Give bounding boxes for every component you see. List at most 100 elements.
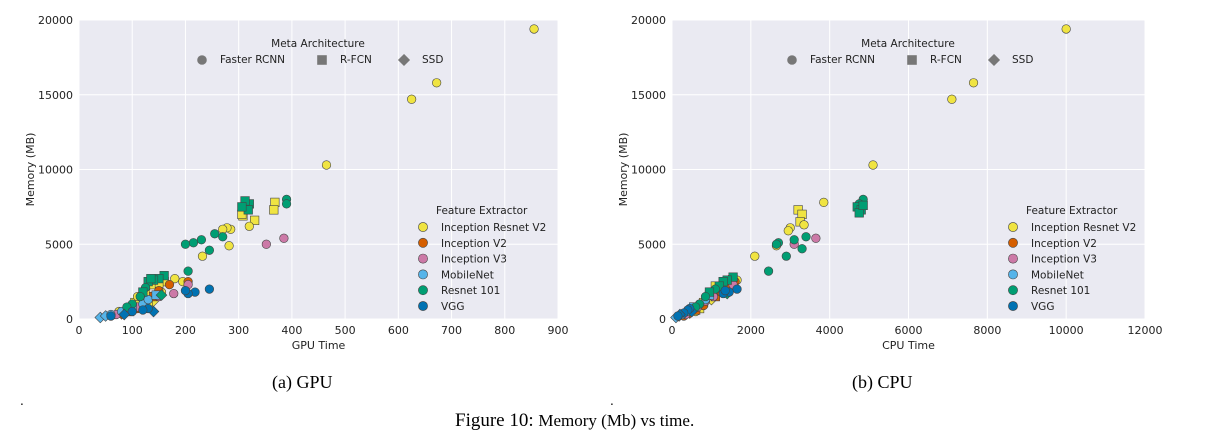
data-point <box>771 239 782 249</box>
legend-title: Meta Architecture <box>861 38 955 50</box>
legend-color-marker <box>1008 301 1018 311</box>
data-point <box>224 241 234 251</box>
legend-color-label: Resnet 101 <box>441 285 500 297</box>
x-tick-label: 500 <box>335 324 356 337</box>
x-tick-label: 4000 <box>816 324 844 337</box>
data-point <box>673 311 683 321</box>
y-tick-label: 5000 <box>45 238 73 251</box>
data-point <box>138 305 148 315</box>
data-point <box>281 199 292 209</box>
series-resnet-101 <box>122 194 292 312</box>
series-resnet-101 <box>691 194 868 312</box>
legend-color-label: Inception Resnet V2 <box>441 222 546 234</box>
legend-meta-architecture: Meta Architecture Faster RCNN R-FCN SSD <box>197 38 443 67</box>
legend-shape-label: R-FCN <box>340 54 372 66</box>
data-point <box>968 78 979 88</box>
y-tick-label: 15000 <box>38 89 73 102</box>
chart-cpu: 0 2000 4000 6000 8000 10000 12000 0 5000 10000 150… <box>617 14 1163 352</box>
data-point <box>118 308 131 321</box>
legend-shape-label: R-FCN <box>930 54 962 66</box>
legend-shape-square <box>317 55 327 65</box>
y-tick-label: 20000 <box>38 14 73 27</box>
legend-color-label: Inception V2 <box>1031 238 1097 250</box>
data-point <box>700 291 711 302</box>
legend-shape-label: Faster RCNN <box>810 54 875 66</box>
legend-shape-label: SSD <box>422 54 443 66</box>
data-point <box>135 291 145 302</box>
legend-title: Meta Architecture <box>271 38 365 50</box>
data-point <box>732 284 742 294</box>
x-tick-label: 100 <box>122 324 143 337</box>
data-point <box>180 285 191 296</box>
stray-dot-left: . <box>20 394 24 408</box>
y-axis-label: Memory (MB) <box>24 133 37 207</box>
data-point <box>127 306 137 317</box>
legend-color-label: Inception V3 <box>441 254 507 266</box>
legend-title: Feature Extractor <box>436 205 528 217</box>
data-point <box>783 226 793 236</box>
data-point <box>529 24 539 34</box>
legend-color-label: Inception V2 <box>441 238 507 250</box>
x-axis-label: CPU Time <box>882 339 935 352</box>
legend-color-marker <box>1008 237 1018 248</box>
data-point <box>218 232 228 242</box>
legend-color-marker <box>1008 253 1018 264</box>
legend-color-marker <box>1008 269 1018 280</box>
figure-caption: Figure 10: Memory (Mb) vs time. <box>455 410 694 432</box>
panel-caption-gpu: (a) GPU <box>272 372 333 392</box>
y-tick-label: 0 <box>66 313 73 326</box>
x-tick-label: 900 <box>548 324 569 337</box>
data-point <box>868 160 878 170</box>
y-tick-label: 20000 <box>631 14 666 27</box>
data-point <box>789 235 799 245</box>
data-point <box>819 197 829 207</box>
data-point <box>811 233 821 243</box>
data-point <box>858 200 868 210</box>
legend-feature-extractor: Feature Extractor Inception Resnet V2 Ince… <box>418 205 546 313</box>
legend-color-label: VGG <box>441 301 464 313</box>
y-tick-label: 15000 <box>631 89 666 102</box>
data-point <box>210 229 220 239</box>
x-tick-label: 8000 <box>973 324 1001 337</box>
x-tick-label: 400 <box>281 324 302 337</box>
x-tick-label: 6000 <box>895 324 923 337</box>
x-tick-label: 2000 <box>737 324 765 337</box>
legend-shape-circle <box>787 55 797 65</box>
data-point <box>204 284 214 294</box>
data-point <box>947 94 957 104</box>
data-point <box>146 274 156 284</box>
legend-meta-architecture: Meta Architecture Faster RCNN R-FCN SSD <box>787 38 1033 67</box>
x-tick-label: 800 <box>494 324 515 337</box>
y-tick-label: 0 <box>659 313 666 326</box>
legend-feature-extractor: Feature Extractor Inception Resnet V2 Ince… <box>1008 205 1136 313</box>
data-point <box>781 251 791 261</box>
x-tick-label: 300 <box>228 324 249 337</box>
data-point <box>269 205 279 215</box>
chart-gpu: 0 100 200 300 400 500 600 700 800 900 0 5000 10000 15… <box>24 14 569 352</box>
x-tick-label: 0 <box>76 324 83 337</box>
legend-shape-square <box>907 55 917 65</box>
x-tick-label: 200 <box>175 324 196 337</box>
legend-color-label: MobileNet <box>441 269 494 281</box>
data-point <box>169 288 179 299</box>
x-axis-label: GPU Time <box>292 339 346 352</box>
legend-color-marker <box>418 253 428 264</box>
data-point <box>720 285 730 296</box>
y-tick-label: 10000 <box>38 164 73 177</box>
data-point <box>183 266 193 276</box>
legend-color-label: Inception V3 <box>1031 254 1097 266</box>
x-tick-label: 10000 <box>1049 324 1084 337</box>
legend-color-marker <box>418 222 428 232</box>
series-vgg <box>673 284 742 321</box>
x-tick-label: 700 <box>441 324 462 337</box>
data-point <box>170 274 180 284</box>
legend-color-label: MobileNet <box>1031 269 1084 281</box>
figure-caption-label: Figure 10: <box>455 410 534 431</box>
stray-dot-center: . <box>610 394 614 408</box>
data-point <box>196 235 207 245</box>
data-point <box>197 251 208 261</box>
legend-color-marker <box>1008 222 1018 232</box>
legend-color-marker <box>1008 285 1018 296</box>
legend-shape-diamond <box>397 53 411 67</box>
